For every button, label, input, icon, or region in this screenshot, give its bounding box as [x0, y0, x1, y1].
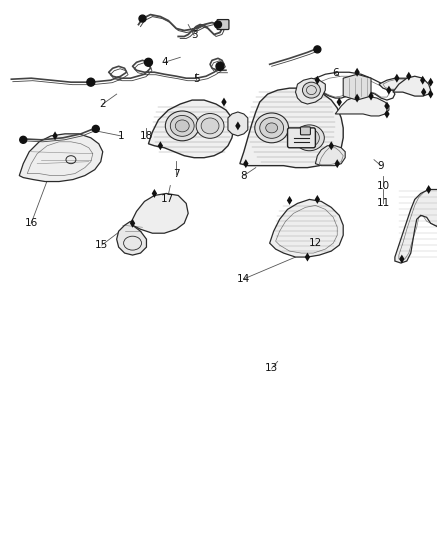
Polygon shape [158, 141, 163, 150]
FancyBboxPatch shape [217, 20, 229, 29]
Text: 10: 10 [376, 181, 389, 190]
Polygon shape [152, 189, 157, 198]
Polygon shape [384, 102, 390, 110]
Ellipse shape [175, 120, 189, 132]
Polygon shape [406, 72, 411, 80]
Polygon shape [384, 109, 390, 118]
Ellipse shape [165, 111, 199, 141]
Text: 13: 13 [265, 364, 278, 373]
Polygon shape [287, 196, 292, 205]
Ellipse shape [260, 117, 283, 139]
Polygon shape [368, 92, 374, 101]
Polygon shape [315, 146, 345, 166]
Text: 14: 14 [237, 274, 251, 284]
Text: 2: 2 [99, 99, 106, 109]
Polygon shape [428, 78, 433, 87]
Text: 8: 8 [240, 171, 247, 181]
Text: 1: 1 [117, 131, 124, 141]
Polygon shape [394, 74, 399, 83]
Polygon shape [393, 76, 431, 96]
Polygon shape [428, 90, 433, 99]
Polygon shape [235, 122, 240, 131]
FancyBboxPatch shape [300, 127, 311, 135]
Polygon shape [148, 100, 234, 158]
Polygon shape [221, 98, 226, 107]
Ellipse shape [294, 125, 324, 151]
Text: 5: 5 [193, 74, 199, 84]
Ellipse shape [255, 113, 289, 143]
Polygon shape [296, 78, 325, 104]
Polygon shape [426, 185, 431, 194]
Circle shape [92, 125, 99, 132]
Text: 12: 12 [309, 238, 322, 248]
Text: 7: 7 [173, 168, 180, 179]
Ellipse shape [300, 129, 319, 147]
Polygon shape [305, 253, 310, 262]
Polygon shape [53, 131, 58, 140]
Text: 18: 18 [140, 131, 153, 141]
Polygon shape [335, 159, 340, 168]
Polygon shape [328, 141, 334, 150]
Polygon shape [335, 96, 389, 116]
Polygon shape [395, 190, 438, 263]
Polygon shape [336, 98, 342, 107]
Polygon shape [240, 88, 343, 168]
Polygon shape [314, 195, 320, 204]
Text: 11: 11 [376, 198, 389, 208]
Circle shape [145, 58, 152, 66]
Ellipse shape [170, 116, 194, 136]
Ellipse shape [201, 118, 219, 134]
Polygon shape [399, 255, 405, 263]
Polygon shape [421, 87, 426, 96]
Polygon shape [19, 134, 103, 182]
Text: 6: 6 [332, 68, 339, 78]
Circle shape [87, 78, 95, 86]
Polygon shape [228, 112, 248, 136]
Polygon shape [243, 159, 248, 168]
Text: 17: 17 [161, 195, 174, 205]
Polygon shape [130, 219, 135, 228]
Polygon shape [386, 86, 392, 94]
Ellipse shape [304, 133, 314, 142]
Polygon shape [354, 94, 360, 102]
Ellipse shape [266, 123, 278, 133]
Circle shape [216, 62, 224, 70]
FancyBboxPatch shape [288, 128, 315, 148]
Polygon shape [420, 76, 425, 85]
Polygon shape [314, 76, 320, 85]
Text: 3: 3 [191, 30, 198, 41]
Ellipse shape [303, 82, 320, 98]
Text: 4: 4 [161, 58, 168, 67]
Polygon shape [379, 78, 427, 94]
Text: 16: 16 [25, 219, 38, 228]
Ellipse shape [196, 114, 224, 139]
Polygon shape [343, 74, 371, 100]
Polygon shape [270, 199, 343, 257]
Circle shape [20, 136, 27, 143]
Text: 15: 15 [95, 240, 108, 250]
Circle shape [215, 21, 222, 28]
Polygon shape [131, 193, 188, 233]
Circle shape [314, 46, 321, 53]
Text: 9: 9 [378, 160, 384, 171]
Polygon shape [117, 221, 146, 255]
Circle shape [139, 15, 146, 22]
Polygon shape [354, 68, 360, 77]
